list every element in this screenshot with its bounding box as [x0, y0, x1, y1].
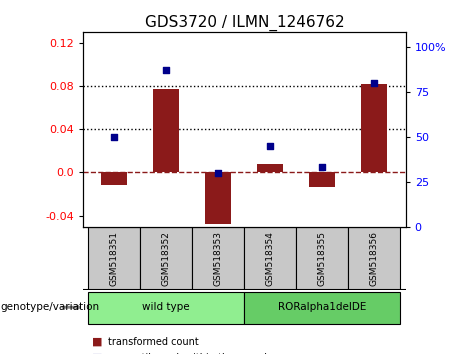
Bar: [309, 172, 336, 187]
Bar: [205, 172, 231, 224]
Text: ■: ■: [92, 353, 103, 354]
Bar: [140, 227, 192, 290]
Point: [371, 80, 378, 86]
Bar: [349, 227, 401, 290]
Text: ■: ■: [92, 337, 103, 347]
Point: [266, 143, 274, 149]
Bar: [257, 164, 284, 172]
Point: [215, 170, 222, 176]
Text: transformed count: transformed count: [108, 337, 199, 347]
Bar: [153, 89, 179, 172]
Text: wild type: wild type: [142, 302, 190, 312]
Text: GSM518353: GSM518353: [214, 231, 223, 286]
Text: GSM518351: GSM518351: [110, 231, 119, 286]
Title: GDS3720 / ILMN_1246762: GDS3720 / ILMN_1246762: [144, 14, 344, 30]
Text: GSM518352: GSM518352: [162, 231, 171, 286]
Bar: [244, 292, 401, 324]
Text: GSM518356: GSM518356: [370, 231, 379, 286]
Point: [111, 134, 118, 139]
Text: GSM518354: GSM518354: [266, 231, 275, 286]
Bar: [361, 84, 387, 172]
Bar: [244, 227, 296, 290]
Text: percentile rank within the sample: percentile rank within the sample: [108, 353, 273, 354]
Bar: [88, 292, 244, 324]
Bar: [296, 227, 349, 290]
Bar: [88, 227, 140, 290]
Text: RORalpha1delDE: RORalpha1delDE: [278, 302, 366, 312]
Bar: [192, 227, 244, 290]
Point: [163, 67, 170, 73]
Text: GSM518355: GSM518355: [318, 231, 327, 286]
Text: genotype/variation: genotype/variation: [0, 302, 99, 312]
Bar: [101, 172, 127, 185]
Point: [319, 164, 326, 170]
